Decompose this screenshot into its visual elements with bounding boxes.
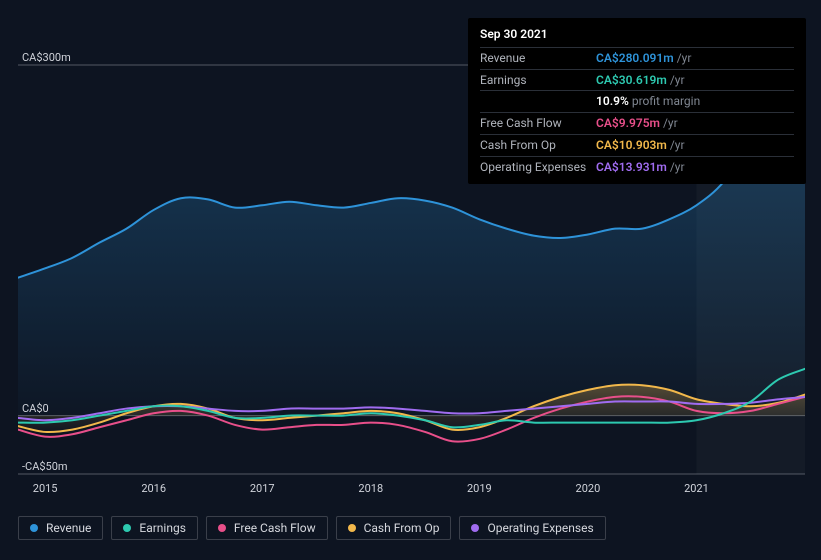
x-axis-label: 2016 <box>141 482 166 495</box>
legend-item[interactable]: Operating Expenses <box>459 516 605 540</box>
x-axis-label: 2015 <box>33 482 58 495</box>
tooltip-row-value: CA$9.975m/yr <box>596 113 794 135</box>
tooltip-row-value: CA$10.903m/yr <box>596 134 794 156</box>
tooltip-row-label: Cash From Op <box>480 134 596 156</box>
legend-dot-icon <box>471 524 479 532</box>
tooltip-row-value: CA$280.091m/yr <box>596 47 794 69</box>
tooltip-row-value: CA$13.931m/yr <box>596 156 794 177</box>
legend-item[interactable]: Earnings <box>111 516 198 540</box>
x-axis-label: 2019 <box>467 482 492 495</box>
tooltip-row-label: Free Cash Flow <box>480 113 596 135</box>
tooltip-row: Free Cash FlowCA$9.975m/yr <box>480 113 794 135</box>
y-axis-label: CA$0 <box>22 402 49 415</box>
tooltip-row-label: Revenue <box>480 47 596 69</box>
tooltip-row-label: Earnings <box>480 69 596 91</box>
legend-dot-icon <box>123 524 131 532</box>
tooltip-row-value: 10.9%profit margin <box>596 91 794 113</box>
legend-item-label: Cash From Op <box>364 522 440 534</box>
chart-container: Sep 30 2021 RevenueCA$280.091m/yrEarning… <box>0 0 821 560</box>
legend-dot-icon <box>218 524 226 532</box>
legend-item[interactable]: Free Cash Flow <box>206 516 328 540</box>
tooltip-table: RevenueCA$280.091m/yrEarningsCA$30.619m/… <box>480 47 794 178</box>
tooltip-row-label <box>480 91 596 113</box>
x-axis-label: 2020 <box>576 482 601 495</box>
legend-item-label: Revenue <box>46 522 91 534</box>
legend-dot-icon <box>348 524 356 532</box>
chart-tooltip: Sep 30 2021 RevenueCA$280.091m/yrEarning… <box>468 18 806 184</box>
x-axis-label: 2018 <box>358 482 383 495</box>
chart-legend: Revenue Earnings Free Cash Flow Cash From O… <box>18 516 606 540</box>
tooltip-row-label: Operating Expenses <box>480 156 596 177</box>
tooltip-row: Operating ExpensesCA$13.931m/yr <box>480 156 794 177</box>
legend-dot-icon <box>30 524 38 532</box>
tooltip-row: 10.9%profit margin <box>480 91 794 113</box>
tooltip-row: RevenueCA$280.091m/yr <box>480 47 794 69</box>
legend-item-label: Operating Expenses <box>487 522 593 534</box>
y-axis-label: CA$300m <box>22 51 71 64</box>
tooltip-row: Cash From OpCA$10.903m/yr <box>480 134 794 156</box>
tooltip-row-value: CA$30.619m/yr <box>596 69 794 91</box>
legend-item[interactable]: Cash From Op <box>336 516 452 540</box>
y-axis-label: -CA$50m <box>22 460 68 473</box>
legend-item-label: Earnings <box>139 522 186 534</box>
tooltip-date: Sep 30 2021 <box>480 26 794 47</box>
legend-item-label: Free Cash Flow <box>234 522 316 534</box>
tooltip-row: EarningsCA$30.619m/yr <box>480 69 794 91</box>
x-axis-label: 2021 <box>684 482 709 495</box>
legend-item[interactable]: Revenue <box>18 516 103 540</box>
x-axis-label: 2017 <box>250 482 275 495</box>
